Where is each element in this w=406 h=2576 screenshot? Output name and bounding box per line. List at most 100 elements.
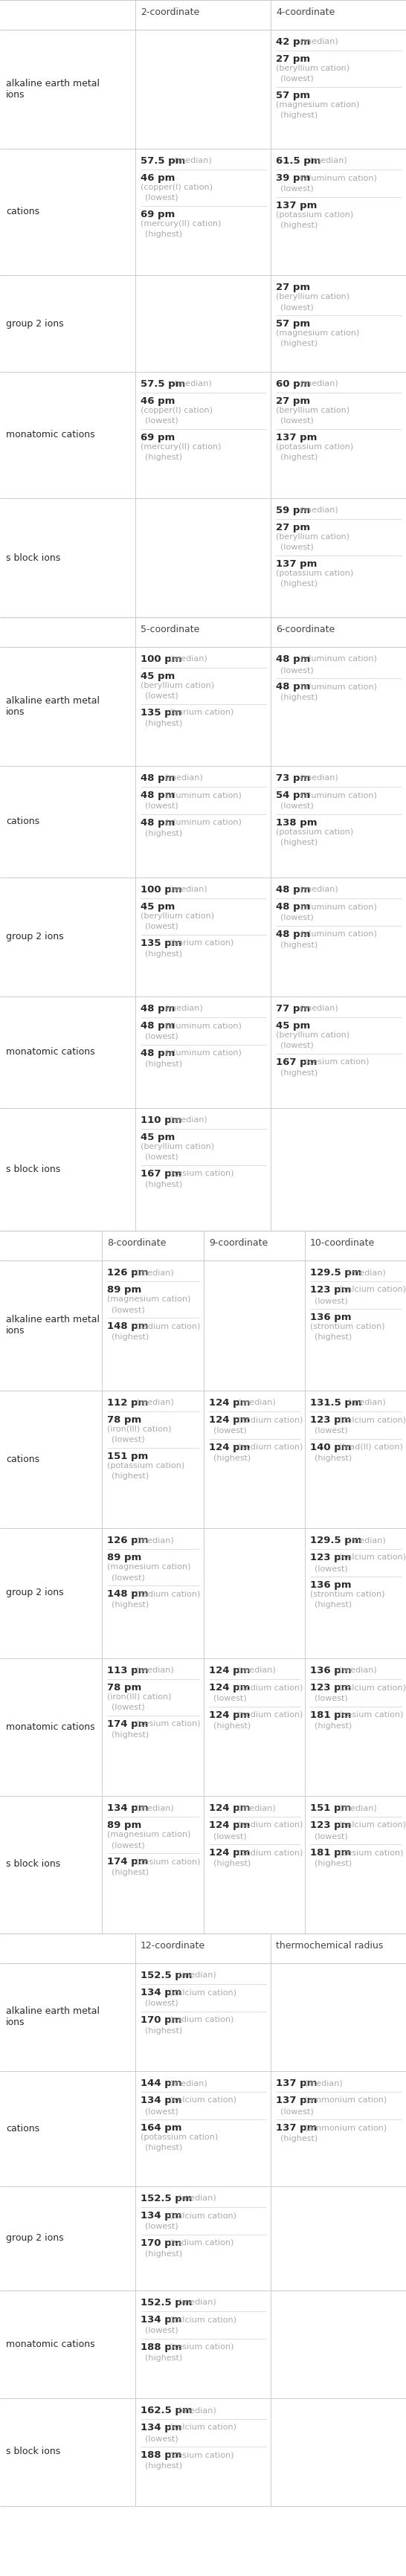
Text: cations: cations (6, 2123, 39, 2133)
Text: (median): (median) (238, 1667, 276, 1674)
Text: 4-coordinate: 4-coordinate (276, 8, 335, 18)
Text: 89 pm: 89 pm (107, 1553, 141, 1564)
Text: group 2 ions: group 2 ions (6, 933, 64, 943)
Text: 77 pm: 77 pm (276, 1005, 310, 1012)
Text: (aluminum cation): (aluminum cation) (300, 791, 377, 799)
Text: 124 pm: 124 pm (209, 1414, 250, 1425)
Text: (highest): (highest) (315, 1602, 352, 1607)
Text: 124 pm: 124 pm (209, 1821, 250, 1829)
Text: (lowest): (lowest) (145, 417, 178, 425)
Text: 27 pm: 27 pm (276, 523, 310, 533)
Text: 45 pm: 45 pm (140, 902, 175, 912)
Text: 123 pm: 123 pm (310, 1553, 351, 1564)
Text: 174 pm: 174 pm (107, 1718, 148, 1728)
Text: 124 pm: 124 pm (209, 1847, 250, 1857)
Text: (highest): (highest) (280, 340, 318, 348)
Text: 27 pm: 27 pm (276, 283, 310, 291)
Text: 8-coordinate: 8-coordinate (107, 1239, 166, 1247)
Text: (lowest): (lowest) (280, 2107, 313, 2115)
Text: (lowest): (lowest) (280, 914, 313, 922)
Text: 170 pm: 170 pm (140, 2014, 182, 2025)
Text: (median): (median) (339, 1667, 377, 1674)
Text: 134 pm: 134 pm (140, 2097, 182, 2105)
Text: (highest): (highest) (145, 1180, 182, 1188)
Text: 123 pm: 123 pm (310, 1821, 351, 1829)
Text: (potassium cation): (potassium cation) (276, 443, 353, 451)
Text: (lowest): (lowest) (145, 1033, 178, 1041)
Text: (median): (median) (339, 1803, 377, 1811)
Text: (potassium cation): (potassium cation) (276, 829, 353, 835)
Text: 45 pm: 45 pm (140, 1133, 175, 1141)
Text: 89 pm: 89 pm (107, 1285, 141, 1296)
Text: 126 pm: 126 pm (107, 1535, 148, 1546)
Text: (lowest): (lowest) (145, 922, 178, 930)
Text: 5-coordinate: 5-coordinate (140, 623, 200, 634)
Text: (mercury(II) cation): (mercury(II) cation) (140, 219, 221, 227)
Text: (median): (median) (300, 507, 338, 513)
Text: (aluminum cation): (aluminum cation) (165, 1048, 242, 1056)
Text: monatomic cations: monatomic cations (6, 1721, 95, 1731)
Text: (lowest): (lowest) (145, 1999, 178, 2007)
Text: (median): (median) (170, 654, 207, 662)
Text: (highest): (highest) (112, 1868, 149, 1875)
Text: monatomic cations: monatomic cations (6, 430, 95, 440)
Text: 137 pm: 137 pm (276, 559, 317, 569)
Text: 48 pm: 48 pm (140, 773, 175, 783)
Text: (calcium cation): (calcium cation) (339, 1821, 406, 1829)
Text: 100 pm: 100 pm (140, 654, 182, 665)
Text: alkaline earth metal
ions: alkaline earth metal ions (6, 2007, 99, 2027)
Text: (lead(II) cation): (lead(II) cation) (339, 1443, 403, 1450)
Text: thermochemical radius: thermochemical radius (276, 1940, 383, 1950)
Text: 124 pm: 124 pm (209, 1443, 250, 1453)
Text: (cesium cation): (cesium cation) (170, 2344, 234, 2352)
Text: (highest): (highest) (145, 829, 182, 837)
Text: (calcium cation): (calcium cation) (339, 1553, 406, 1561)
Text: 57 pm: 57 pm (276, 319, 310, 330)
Text: (highest): (highest) (145, 2027, 182, 2035)
Text: 100 pm: 100 pm (140, 886, 182, 894)
Text: (potassium cation): (potassium cation) (276, 569, 353, 577)
Text: (highest): (highest) (112, 1473, 149, 1479)
Text: 152.5 pm: 152.5 pm (140, 2195, 192, 2202)
Text: 124 pm: 124 pm (209, 1803, 250, 1814)
Text: 48 pm: 48 pm (140, 791, 175, 801)
Text: (lowest): (lowest) (112, 1306, 145, 1314)
Text: 60 pm: 60 pm (276, 379, 310, 389)
Text: (strontium cation): (strontium cation) (310, 1324, 385, 1329)
Text: (highest): (highest) (214, 1455, 251, 1463)
Text: (median): (median) (238, 1399, 276, 1406)
Text: (median): (median) (170, 1115, 207, 1123)
Text: 137 pm: 137 pm (276, 433, 317, 443)
Text: (median): (median) (179, 2406, 216, 2414)
Text: (highest): (highest) (315, 1860, 352, 1868)
Text: 152.5 pm: 152.5 pm (140, 2298, 192, 2308)
Text: (magnesium cation): (magnesium cation) (107, 1832, 191, 1839)
Text: (cesium cation): (cesium cation) (170, 1170, 234, 1177)
Text: 48 pm: 48 pm (140, 1020, 175, 1030)
Text: (lowest): (lowest) (280, 417, 313, 425)
Text: 137 pm: 137 pm (276, 2097, 317, 2105)
Text: (calcium cation): (calcium cation) (339, 1285, 406, 1293)
Text: (median): (median) (348, 1267, 386, 1275)
Text: (magnesium cation): (magnesium cation) (107, 1564, 191, 1571)
Text: cations: cations (6, 206, 39, 216)
Text: (aluminum cation): (aluminum cation) (300, 654, 377, 662)
Text: (lowest): (lowest) (112, 1703, 145, 1710)
Text: 174 pm: 174 pm (107, 1857, 148, 1868)
Text: (cesium cation): (cesium cation) (305, 1059, 369, 1066)
Text: 48 pm: 48 pm (276, 683, 310, 690)
Text: 113 pm: 113 pm (107, 1667, 148, 1674)
Text: (lowest): (lowest) (214, 1427, 247, 1435)
Text: s block ions: s block ions (6, 2447, 60, 2458)
Text: group 2 ions: group 2 ions (6, 319, 64, 327)
Text: 134 pm: 134 pm (107, 1803, 148, 1814)
Text: (median): (median) (348, 1399, 386, 1406)
Text: 27 pm: 27 pm (276, 397, 310, 407)
Text: (highest): (highest) (145, 1061, 182, 1069)
Text: (highest): (highest) (145, 719, 182, 726)
Text: (radium cation): (radium cation) (136, 1589, 200, 1597)
Text: (sodium cation): (sodium cation) (238, 1443, 303, 1450)
Text: 42 pm: 42 pm (276, 36, 310, 46)
Text: (aluminum cation): (aluminum cation) (300, 902, 377, 909)
Text: (median): (median) (174, 381, 212, 386)
